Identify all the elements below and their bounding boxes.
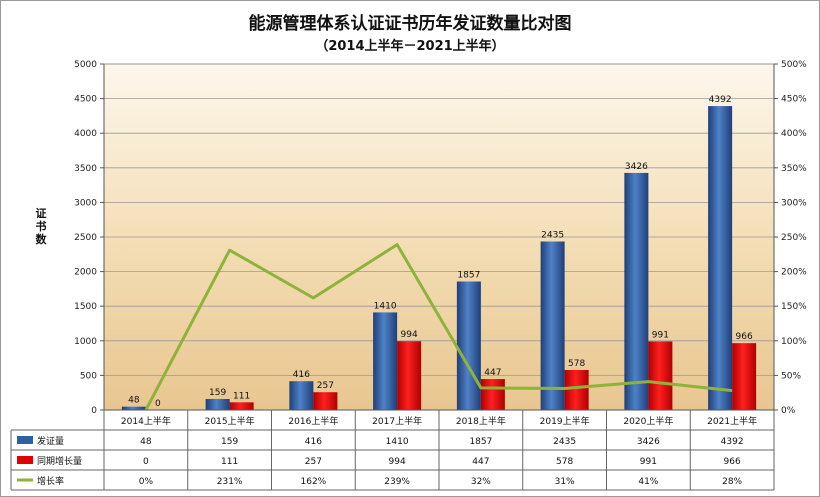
y-tick-label-right: 450% bbox=[781, 95, 807, 105]
table-cell: 28% bbox=[722, 477, 742, 487]
data-label-growth: 0 bbox=[155, 399, 161, 409]
y-tick-label-left: 1500 bbox=[74, 302, 97, 312]
data-label-growth: 994 bbox=[401, 330, 418, 340]
data-label-issued: 1410 bbox=[374, 301, 397, 311]
chart-title: 能源管理体系认证证书历年发证数量比对图 bbox=[248, 14, 572, 34]
y-tick-label-right: 0% bbox=[781, 406, 796, 416]
y-tick-label-left: 5000 bbox=[74, 60, 97, 70]
bar-issued bbox=[708, 106, 733, 410]
bar-growth bbox=[564, 370, 589, 410]
y-tick-label-left: 0 bbox=[91, 406, 97, 416]
legend-label: 发证量 bbox=[37, 435, 64, 447]
bar-growth bbox=[480, 379, 505, 410]
table-cell: 159 bbox=[221, 437, 238, 447]
legend-label: 同期增长量 bbox=[37, 455, 82, 467]
table-cell: 231% bbox=[217, 477, 243, 487]
data-label-issued: 1857 bbox=[457, 270, 480, 280]
table-cell: 239% bbox=[384, 477, 410, 487]
x-tick-label: 2016上半年 bbox=[288, 415, 338, 427]
bar-issued bbox=[121, 406, 146, 410]
chart-subtitle: （2014上半年－2021上半年） bbox=[315, 39, 505, 54]
y-tick-label-left: 4500 bbox=[74, 95, 97, 105]
bar-issued bbox=[205, 398, 230, 410]
bar-issued bbox=[373, 312, 398, 410]
bar-issued bbox=[289, 381, 314, 410]
data-label-issued: 48 bbox=[128, 396, 140, 406]
bar-issued bbox=[624, 172, 649, 410]
table-cell: 48 bbox=[140, 437, 152, 447]
bar-growth bbox=[397, 341, 422, 410]
data-label-growth: 966 bbox=[736, 332, 753, 342]
y-tick-label-right: 150% bbox=[781, 302, 807, 312]
data-label-issued: 416 bbox=[293, 370, 310, 380]
y-tick-label-right: 400% bbox=[781, 129, 807, 139]
bar-issued bbox=[540, 241, 565, 410]
table-cell: 0% bbox=[139, 477, 154, 487]
y-tick-label-left: 2000 bbox=[74, 268, 97, 278]
y-tick-label-left: 500 bbox=[80, 371, 97, 381]
y-tick-label-left: 4000 bbox=[74, 129, 97, 139]
table-cell: 447 bbox=[472, 457, 489, 467]
data-label-growth: 991 bbox=[652, 330, 669, 340]
y-tick-label-left: 2500 bbox=[74, 233, 97, 243]
legend-label: 增长率 bbox=[37, 475, 64, 487]
x-tick-label: 2017上半年 bbox=[372, 415, 422, 427]
y-tick-label-right: 50% bbox=[781, 371, 801, 381]
table-cell: 257 bbox=[305, 457, 322, 467]
data-label-growth: 257 bbox=[317, 381, 334, 391]
table-cell: 1857 bbox=[469, 437, 492, 447]
bar-growth bbox=[229, 402, 254, 410]
table-cell: 4392 bbox=[721, 437, 744, 447]
bar-issued bbox=[456, 281, 481, 410]
data-label-issued: 2435 bbox=[541, 230, 564, 240]
table-cell: 991 bbox=[640, 457, 657, 467]
y-tick-label-right: 300% bbox=[781, 198, 807, 208]
y-tick-label-right: 200% bbox=[781, 268, 807, 278]
table-cell: 41% bbox=[638, 477, 658, 487]
x-tick-label: 2015上半年 bbox=[205, 415, 255, 427]
data-label-growth: 447 bbox=[484, 368, 501, 378]
bar-growth bbox=[648, 341, 673, 410]
bar-growth bbox=[313, 392, 338, 410]
data-label-issued: 4392 bbox=[709, 95, 732, 105]
line-growth-rate bbox=[144, 243, 733, 411]
table-cell: 578 bbox=[556, 457, 573, 467]
x-tick-label: 2019上半年 bbox=[540, 415, 590, 427]
table-cell: 32% bbox=[471, 477, 491, 487]
y-tick-label-left: 3500 bbox=[74, 164, 97, 174]
table-cell: 3426 bbox=[637, 437, 660, 447]
table-cell: 416 bbox=[305, 437, 322, 447]
x-tick-label: 2014上半年 bbox=[121, 415, 171, 427]
legend-swatch-issued bbox=[17, 436, 33, 444]
table-cell: 994 bbox=[389, 457, 406, 467]
data-label-growth: 111 bbox=[233, 391, 250, 401]
y-tick-label-right: 250% bbox=[781, 233, 807, 243]
y-tick-label-left: 3000 bbox=[74, 198, 97, 208]
table-cell: 0 bbox=[143, 457, 149, 467]
y-tick-label-left: 1000 bbox=[74, 337, 97, 347]
table-cell: 111 bbox=[221, 457, 238, 467]
data-label-issued: 3426 bbox=[625, 162, 648, 172]
y-axis-label: 证书数 bbox=[35, 207, 47, 246]
bar-growth bbox=[732, 343, 757, 410]
table-cell: 966 bbox=[724, 457, 741, 467]
legend-swatch-growth bbox=[17, 456, 33, 464]
table-cell: 162% bbox=[301, 477, 327, 487]
data-label-growth: 578 bbox=[568, 359, 585, 369]
y-tick-label-right: 500% bbox=[781, 60, 807, 70]
table-cell: 31% bbox=[555, 477, 575, 487]
table-cell: 1410 bbox=[386, 437, 409, 447]
y-tick-label-right: 100% bbox=[781, 337, 807, 347]
y-tick-label-right: 350% bbox=[781, 164, 807, 174]
x-tick-label: 2021上半年 bbox=[707, 415, 757, 427]
x-tick-label: 2018上半年 bbox=[456, 415, 506, 427]
x-tick-label: 2020上半年 bbox=[623, 415, 673, 427]
table-cell: 2435 bbox=[553, 437, 576, 447]
data-label-issued: 159 bbox=[209, 388, 226, 398]
